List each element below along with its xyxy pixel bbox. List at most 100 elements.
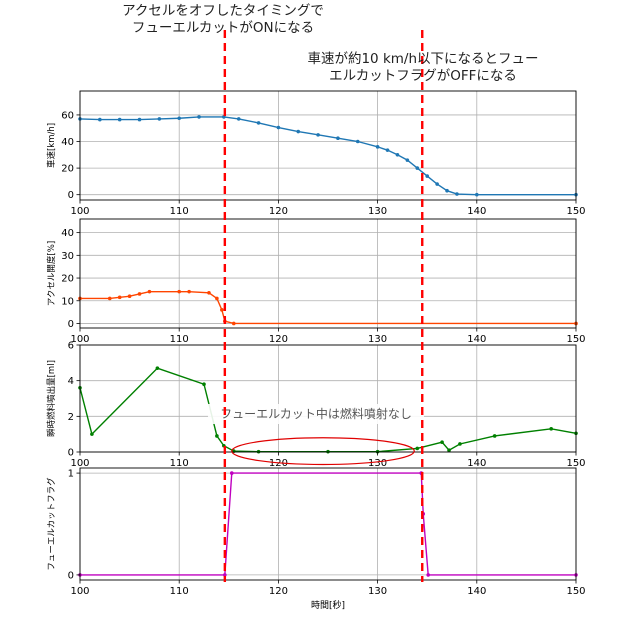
data-point bbox=[117, 117, 122, 122]
panel-fuel: 100 110 120 130 140 150 0 2 4 6 瞬時燃料噴出量[ml] bbox=[46, 341, 586, 470]
y-tick-label: 0 bbox=[68, 190, 74, 201]
x-tick-label: 110 bbox=[170, 334, 189, 345]
x-tick-label: 100 bbox=[70, 206, 89, 217]
y-tick-label: 40 bbox=[61, 228, 74, 239]
data-point bbox=[336, 136, 340, 140]
data-point bbox=[458, 442, 462, 446]
data-point bbox=[157, 117, 162, 121]
data-point bbox=[207, 291, 211, 295]
y-tick-label: 6 bbox=[68, 341, 74, 352]
x-axis-label: 時間[秒] bbox=[311, 599, 345, 611]
y-tick-label: 10 bbox=[61, 296, 74, 307]
data-point bbox=[177, 116, 181, 121]
data-point bbox=[405, 158, 410, 162]
x-tick-label: 150 bbox=[566, 334, 585, 345]
x-tick-label: 110 bbox=[170, 458, 189, 469]
axes-frame bbox=[79, 344, 577, 453]
data-point bbox=[147, 289, 152, 294]
data-point bbox=[223, 573, 227, 577]
y-axis-label: フューエルカットフラグ bbox=[46, 477, 57, 571]
x-tick-label: 140 bbox=[467, 458, 486, 469]
y-tick-label: 0 bbox=[68, 570, 74, 581]
x-tick-label: 140 bbox=[467, 586, 486, 597]
x-tick-label: 150 bbox=[566, 458, 585, 469]
data-point bbox=[215, 434, 219, 438]
x-tick-label: 110 bbox=[170, 206, 189, 217]
data-point bbox=[229, 471, 234, 475]
y-tick-label: 30 bbox=[61, 251, 74, 262]
x-tick-label: 120 bbox=[269, 458, 288, 469]
x-tick-label: 140 bbox=[467, 206, 486, 217]
data-point bbox=[137, 292, 142, 296]
data-point bbox=[445, 188, 449, 193]
data-point bbox=[435, 182, 439, 186]
x-tick-label: 120 bbox=[269, 586, 288, 597]
data-point bbox=[107, 296, 112, 301]
panel-speed: 100 110 120 130 140 150 0 20 40 60 車速[km/h] bbox=[46, 90, 586, 217]
data-point bbox=[425, 174, 430, 178]
series-line-accel bbox=[80, 290, 576, 325]
data-point bbox=[549, 427, 553, 431]
x-tick-label: 110 bbox=[170, 586, 189, 597]
data-point bbox=[202, 382, 206, 387]
annotation-fuelcut-on-line2: フューエルカットがONになる bbox=[131, 20, 315, 36]
data-point bbox=[316, 133, 320, 137]
data-point bbox=[492, 434, 497, 438]
annotation-fuelcut-off: 車速が約10 km/h以下になるとフュー エルカットフラグがOFFになる bbox=[298, 51, 548, 85]
axes-frame bbox=[79, 218, 577, 329]
x-tick-label: 100 bbox=[70, 586, 89, 597]
y-tick-label: 60 bbox=[61, 110, 74, 121]
data-point bbox=[236, 117, 241, 121]
y-axis-label: アクセル開度[%] bbox=[46, 241, 57, 306]
axes-frame bbox=[79, 467, 577, 581]
data-point bbox=[375, 145, 380, 149]
x-tick-label: 130 bbox=[368, 586, 387, 597]
y-tick-label: 1 bbox=[68, 469, 74, 480]
annotation-fuelcut-off-line2: エルカットフラグがOFFになる bbox=[329, 68, 517, 84]
x-tick-label: 150 bbox=[566, 586, 585, 597]
y-tick-label: 40 bbox=[61, 137, 74, 148]
data-point bbox=[127, 294, 132, 299]
data-point bbox=[177, 289, 181, 294]
data-point bbox=[447, 448, 451, 453]
y-tick-label: 4 bbox=[68, 376, 74, 387]
data-point bbox=[455, 192, 459, 196]
y-axis-label: 瞬時燃料噴出量[ml] bbox=[46, 360, 57, 437]
annotation-fuelcut-on-line1: アクセルをオフしたタイミングで bbox=[122, 3, 324, 19]
data-point bbox=[385, 148, 390, 152]
data-point bbox=[256, 121, 261, 125]
annotation-fuelcut-on: アクセルをオフしたタイミングで フューエルカットがONになる bbox=[98, 3, 348, 37]
series-line-flag bbox=[80, 472, 576, 576]
data-point bbox=[117, 295, 122, 300]
series-line-speed bbox=[79, 116, 576, 196]
data-point bbox=[98, 117, 102, 122]
x-tick-label: 150 bbox=[566, 206, 585, 217]
data-point bbox=[137, 117, 142, 122]
axes-frame bbox=[79, 90, 577, 201]
data-point bbox=[187, 289, 191, 294]
data-point bbox=[415, 446, 420, 451]
y-tick-label: 0 bbox=[68, 448, 74, 459]
y-tick-label: 20 bbox=[61, 274, 74, 285]
x-tick-label: 120 bbox=[269, 334, 288, 345]
data-point bbox=[296, 129, 301, 134]
data-point bbox=[231, 321, 236, 326]
x-tick-label: 100 bbox=[70, 458, 89, 469]
data-point bbox=[440, 440, 444, 444]
annotation-no-injection-bg bbox=[208, 404, 424, 424]
data-point bbox=[475, 192, 479, 197]
data-point bbox=[155, 366, 160, 370]
data-point bbox=[197, 115, 201, 119]
data-point bbox=[355, 139, 360, 144]
data-point bbox=[220, 308, 224, 312]
x-tick-label: 120 bbox=[269, 206, 288, 217]
y-axis-label: 車速[km/h] bbox=[46, 123, 57, 168]
data-point bbox=[415, 166, 420, 170]
data-point bbox=[426, 573, 430, 577]
data-point bbox=[90, 432, 94, 436]
x-tick-label: 130 bbox=[368, 334, 387, 345]
data-point bbox=[215, 296, 219, 301]
annotation-no-injection: フューエルカット中は燃料噴射なし bbox=[220, 406, 412, 421]
